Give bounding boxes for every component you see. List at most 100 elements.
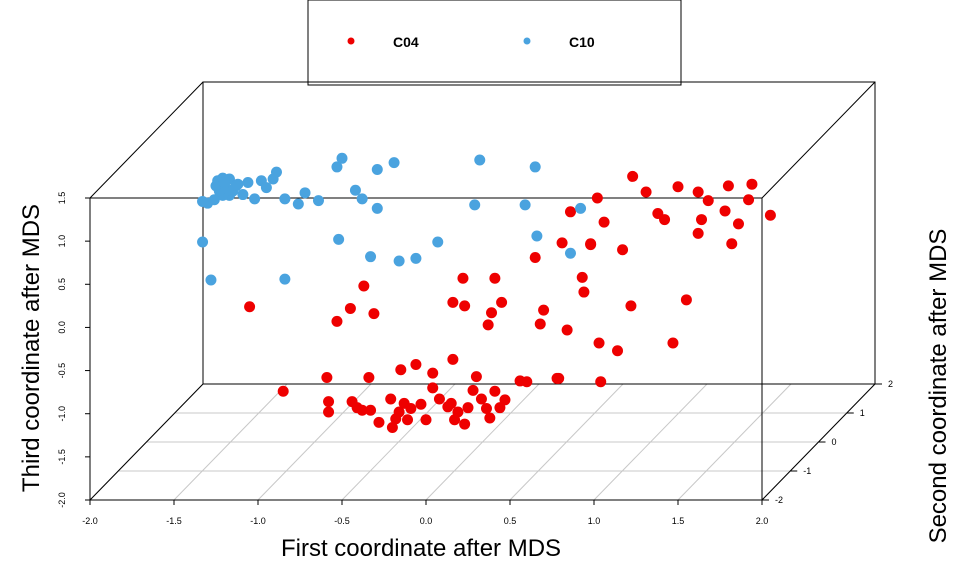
point-c04 (746, 178, 758, 190)
point-c04 (427, 382, 439, 394)
point-c04 (764, 209, 776, 221)
point-c04 (277, 385, 289, 397)
point-c10 (279, 193, 291, 205)
point-c04 (692, 186, 704, 198)
point-c04 (356, 404, 368, 416)
z-tick-label: -2.0 (57, 492, 67, 508)
plot-box (89, 81, 876, 501)
point-c04 (627, 170, 639, 182)
point-c04 (484, 412, 496, 424)
point-c04 (489, 272, 501, 284)
point-c04 (344, 302, 356, 314)
edge-top-left (89, 81, 204, 199)
legend-label-c10: C10 (569, 34, 595, 50)
point-c10 (249, 193, 261, 205)
point-c10 (260, 182, 272, 194)
x-axis-ticks: -2.0 -1.5 -1.0 -0.5 0.0 0.5 1.0 1.5 2.0 (82, 500, 768, 526)
point-c04 (395, 364, 407, 376)
x-axis-title: First coordinate after MDS (281, 535, 561, 562)
point-c10 (336, 152, 348, 164)
point-c04 (410, 359, 422, 371)
point-c04 (612, 345, 624, 357)
point-c04 (462, 402, 474, 414)
point-c10 (575, 202, 587, 214)
back-face (202, 81, 876, 385)
point-c04 (494, 402, 506, 414)
point-c04 (593, 337, 605, 349)
point-c10 (531, 230, 543, 242)
x-tick-label: 0.0 (420, 516, 433, 526)
legend-label-c04: C04 (393, 34, 419, 50)
edge-bottom-left (89, 383, 204, 501)
point-c10 (208, 194, 220, 206)
point-c04 (534, 318, 546, 330)
point-c04 (323, 396, 335, 408)
point-c04 (386, 422, 398, 434)
point-c10 (371, 164, 383, 176)
point-c04 (576, 271, 588, 283)
point-c04 (496, 296, 508, 308)
legend-marker-c10 (523, 37, 531, 45)
point-c04 (640, 186, 652, 198)
point-c10 (197, 236, 209, 248)
point-c10 (230, 180, 242, 192)
point-c04 (578, 286, 590, 298)
x-tick-label: 0.5 (504, 516, 517, 526)
x-tick-label: 2.0 (756, 516, 769, 526)
point-c04 (447, 353, 459, 365)
point-c10 (279, 273, 291, 285)
x-tick-label: -2.0 (82, 516, 98, 526)
point-c04 (595, 376, 607, 388)
legend-box (307, 0, 682, 86)
point-c04 (457, 272, 469, 284)
point-c04 (743, 194, 755, 206)
point-c04 (598, 216, 610, 228)
z-tick-label: -1.5 (57, 449, 67, 465)
point-c10 (564, 247, 576, 259)
point-c04 (393, 406, 405, 418)
y-tick-label: -1 (803, 466, 811, 476)
z-tick-label: -1.0 (57, 406, 67, 422)
point-c10 (270, 166, 282, 178)
point-c10 (388, 157, 400, 169)
y-tick-label: -2 (775, 495, 783, 505)
point-c10 (410, 252, 422, 264)
point-c10 (469, 199, 481, 211)
point-c04 (331, 315, 343, 327)
point-c10 (299, 187, 311, 199)
y-tick-label: 1 (860, 408, 865, 418)
point-c04 (722, 180, 734, 192)
point-c04 (521, 376, 533, 388)
point-c04 (553, 372, 565, 384)
point-c04 (459, 300, 471, 312)
point-c04 (427, 367, 439, 379)
point-c10 (292, 198, 304, 210)
x-tick-label: 1.5 (672, 516, 685, 526)
point-c04 (420, 414, 432, 426)
point-c10 (242, 176, 254, 188)
point-c10 (218, 176, 230, 188)
z-axis-title: Third coordinate after MDS (18, 204, 45, 492)
point-c10 (205, 274, 217, 286)
point-c04 (373, 416, 385, 428)
point-c10 (333, 233, 345, 245)
point-c04 (564, 206, 576, 218)
z-tick-label: 0.5 (57, 278, 67, 291)
point-c04 (470, 371, 482, 383)
z-tick-label: -0.5 (57, 363, 67, 379)
point-c04 (625, 300, 637, 312)
point-c04 (561, 324, 573, 336)
point-c04 (591, 192, 603, 204)
point-c04 (445, 397, 457, 409)
legend-marker-c04 (347, 37, 355, 45)
edge-top-right (761, 81, 876, 199)
point-c10 (393, 255, 405, 267)
data-points (197, 152, 776, 434)
point-c04 (585, 239, 597, 251)
point-c10 (349, 184, 361, 196)
point-c04 (480, 403, 492, 415)
y-axis-title: Second coordinate after MDS (925, 229, 952, 544)
point-c04 (692, 227, 704, 239)
point-c04 (467, 384, 479, 396)
x-tick-label: -1.0 (250, 516, 266, 526)
